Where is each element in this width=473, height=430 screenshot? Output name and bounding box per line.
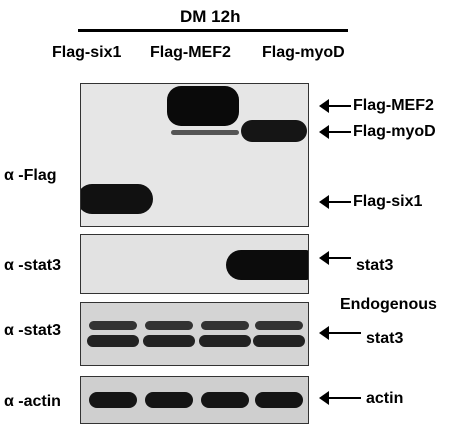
- lane-label-six1: Flag-six1: [52, 44, 122, 61]
- antibody-label-actin: α -actin: [4, 393, 61, 410]
- band-endo-stat3-lower-1: [87, 335, 139, 347]
- band-endo-stat3-lower-4: [253, 335, 305, 347]
- band-endo-stat3-upper-4: [255, 321, 303, 330]
- band-endo-stat3-upper-3: [201, 321, 249, 330]
- antibody-label-flag: α -Flag: [4, 167, 57, 184]
- blot-panel-actin: [80, 376, 309, 424]
- antibody-label-stat3-b: α -stat3: [4, 322, 61, 339]
- arrow-flag-mef2: [319, 99, 351, 113]
- arrow-stat3: [319, 251, 351, 265]
- band-label-flag-six1: Flag-six1: [353, 193, 423, 210]
- antibody-label-stat3-a: α -stat3: [4, 257, 61, 274]
- arrow-flag-six1: [319, 195, 351, 209]
- condition-underline: [78, 29, 348, 32]
- lane-label-myod: Flag-myoD: [262, 44, 345, 61]
- band-flag-mef2: [167, 86, 239, 126]
- band-endo-stat3-upper-1: [89, 321, 137, 330]
- blot-panel-stat3-b: [80, 302, 309, 366]
- arrow-actin: [319, 391, 361, 405]
- band-stat3-induced: [226, 250, 308, 280]
- band-actin-3: [201, 392, 249, 408]
- band-label-endo-stat3: stat3: [366, 330, 404, 347]
- band-actin-1: [89, 392, 137, 408]
- band-label-flag-myod: Flag-myoD: [353, 123, 436, 140]
- band-endo-stat3-lower-3: [199, 335, 251, 347]
- band-actin-4: [255, 392, 303, 408]
- condition-label: DM 12h: [180, 7, 241, 26]
- band-label-endogenous: Endogenous: [340, 296, 437, 313]
- band-label-stat3: stat3: [356, 257, 394, 274]
- lane-label-mef2: Flag-MEF2: [150, 44, 231, 61]
- band-label-flag-mef2: Flag-MEF2: [353, 97, 434, 114]
- band-label-actin: actin: [366, 390, 404, 407]
- band-flag-mef2-minor: [171, 130, 239, 135]
- band-endo-stat3-upper-2: [145, 321, 193, 330]
- band-flag-myod: [241, 120, 307, 142]
- band-flag-six1: [81, 184, 153, 214]
- arrow-endo-stat3: [319, 326, 361, 340]
- band-endo-stat3-lower-2: [143, 335, 195, 347]
- blot-panel-stat3-a: [80, 234, 309, 294]
- blot-panel-flag: [80, 83, 309, 227]
- arrow-flag-myod: [319, 125, 351, 139]
- band-actin-2: [145, 392, 193, 408]
